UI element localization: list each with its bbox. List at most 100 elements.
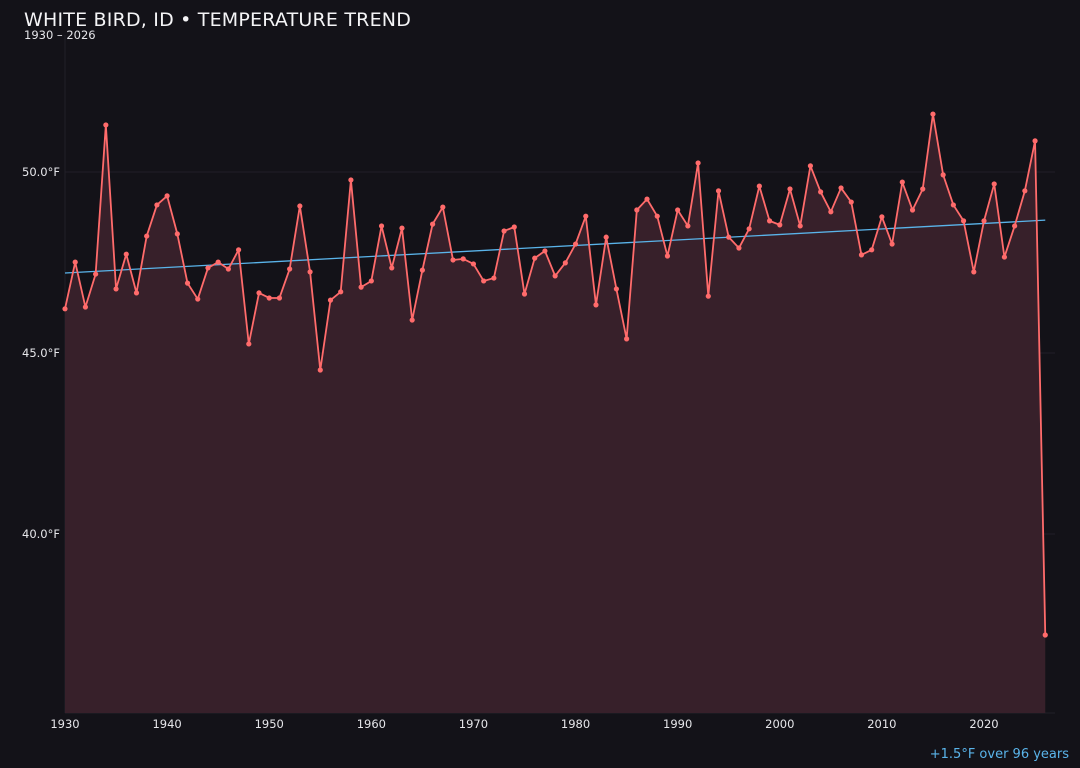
data-point xyxy=(297,203,303,209)
data-point xyxy=(613,286,620,292)
x-tick-label: 2020 xyxy=(969,717,998,731)
trend-annotation: +1.5°F over 96 years xyxy=(929,747,1069,762)
data-point xyxy=(889,241,895,247)
data-point xyxy=(991,181,997,187)
data-point xyxy=(1012,223,1018,229)
data-point xyxy=(235,247,242,253)
data-point xyxy=(675,207,681,213)
data-point xyxy=(103,122,109,128)
x-tick-label: 1940 xyxy=(152,717,181,731)
data-point xyxy=(838,185,844,191)
data-point xyxy=(909,207,916,213)
data-point xyxy=(664,253,671,259)
data-point xyxy=(358,284,364,290)
data-point xyxy=(501,228,507,234)
x-tick-label: 1960 xyxy=(357,717,386,731)
x-tick-label: 1990 xyxy=(663,717,692,731)
data-point xyxy=(327,297,334,303)
chart-subtitle: 1930 – 2026 xyxy=(24,28,96,42)
data-point xyxy=(848,199,854,205)
data-point xyxy=(348,177,354,183)
data-point xyxy=(685,223,691,229)
data-point xyxy=(726,234,732,240)
data-point xyxy=(378,223,385,229)
data-point xyxy=(164,193,170,199)
data-point xyxy=(787,186,793,192)
data-point xyxy=(195,296,201,302)
data-point xyxy=(470,261,477,267)
data-point xyxy=(603,234,609,240)
data-point xyxy=(491,275,497,281)
data-point xyxy=(828,209,834,215)
data-point xyxy=(644,196,650,202)
x-tick-label: 2010 xyxy=(867,717,896,731)
data-point xyxy=(460,256,466,262)
y-tick-label: 40.0°F xyxy=(22,527,60,541)
x-tick-label: 1970 xyxy=(459,717,488,731)
data-point xyxy=(184,280,191,286)
data-point xyxy=(399,225,405,231)
data-point xyxy=(869,247,875,253)
data-point xyxy=(593,302,599,308)
data-point xyxy=(205,265,211,271)
data-point xyxy=(634,207,640,213)
data-point xyxy=(746,226,752,232)
data-point xyxy=(572,241,579,247)
data-point xyxy=(695,160,701,166)
chart-title: WHITE BIRD, ID • TEMPERATURE TREND xyxy=(24,9,412,31)
data-point xyxy=(807,163,814,169)
data-point xyxy=(756,183,762,189)
data-point xyxy=(409,317,415,323)
trend-line xyxy=(64,219,1046,274)
data-point xyxy=(113,286,119,292)
data-point xyxy=(144,233,150,239)
data-point xyxy=(307,269,313,275)
x-tick-label: 2000 xyxy=(765,717,794,731)
data-point xyxy=(266,295,272,301)
data-point xyxy=(930,111,936,117)
data-point xyxy=(246,341,252,347)
data-point xyxy=(940,172,946,178)
data-point xyxy=(419,267,425,273)
data-point xyxy=(879,214,885,220)
data-point xyxy=(368,278,374,284)
data-point xyxy=(82,304,89,310)
data-point xyxy=(481,278,487,284)
data-point xyxy=(736,245,742,251)
data-point xyxy=(858,252,865,258)
data-point xyxy=(215,259,221,265)
data-point xyxy=(920,186,926,192)
data-point xyxy=(511,224,517,230)
data-point xyxy=(981,218,987,224)
data-point xyxy=(450,257,456,263)
data-point xyxy=(338,289,344,295)
x-tick-label: 1980 xyxy=(561,717,590,731)
data-point xyxy=(72,259,78,265)
y-tick-label: 50.0°F xyxy=(22,165,60,179)
data-point xyxy=(62,306,68,312)
data-point xyxy=(440,204,446,210)
data-point xyxy=(960,218,967,224)
data-point xyxy=(777,222,783,228)
data-point xyxy=(971,269,977,275)
data-point xyxy=(287,266,293,272)
data-point xyxy=(93,271,99,277)
data-point xyxy=(583,213,589,219)
data-point xyxy=(562,260,568,266)
area-fill xyxy=(65,114,1046,713)
data-point xyxy=(899,179,905,185)
data-point xyxy=(123,251,129,257)
data-point xyxy=(532,255,538,261)
data-point xyxy=(552,273,558,279)
data-point xyxy=(1022,188,1028,194)
data-point xyxy=(1001,254,1008,260)
data-point xyxy=(174,231,180,237)
data-point xyxy=(1032,138,1038,144)
data-point xyxy=(950,202,956,208)
data-point xyxy=(715,188,722,194)
data-point xyxy=(256,290,262,296)
data-point xyxy=(276,295,283,301)
data-point xyxy=(705,293,711,299)
x-tick-label: 1930 xyxy=(50,717,79,731)
data-point xyxy=(797,223,803,229)
